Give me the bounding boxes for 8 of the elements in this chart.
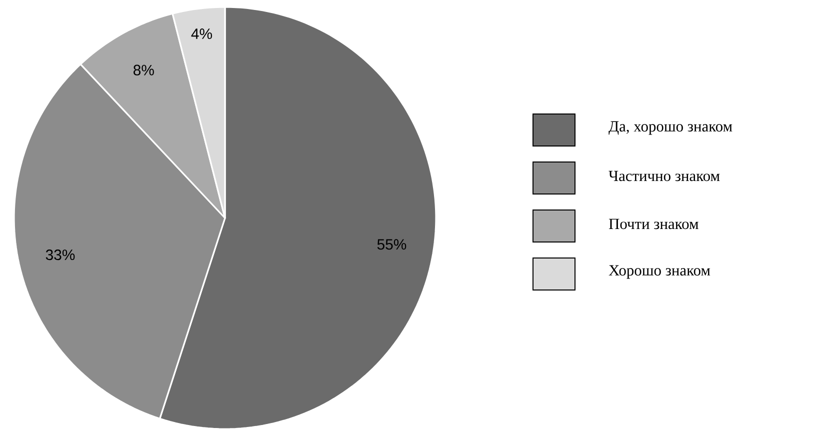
legend-label: Частично знаком (608, 170, 720, 182)
legend-label: Хорошо знаком (608, 265, 710, 279)
data-label: 4% (191, 28, 212, 40)
data-label: 33% (46, 250, 75, 260)
data-label: 55% (377, 239, 406, 250)
data-label: 8% (134, 64, 154, 76)
legend-label: Почти знаком (608, 218, 698, 230)
legend-label: Да, хорошо знаком (608, 121, 732, 135)
